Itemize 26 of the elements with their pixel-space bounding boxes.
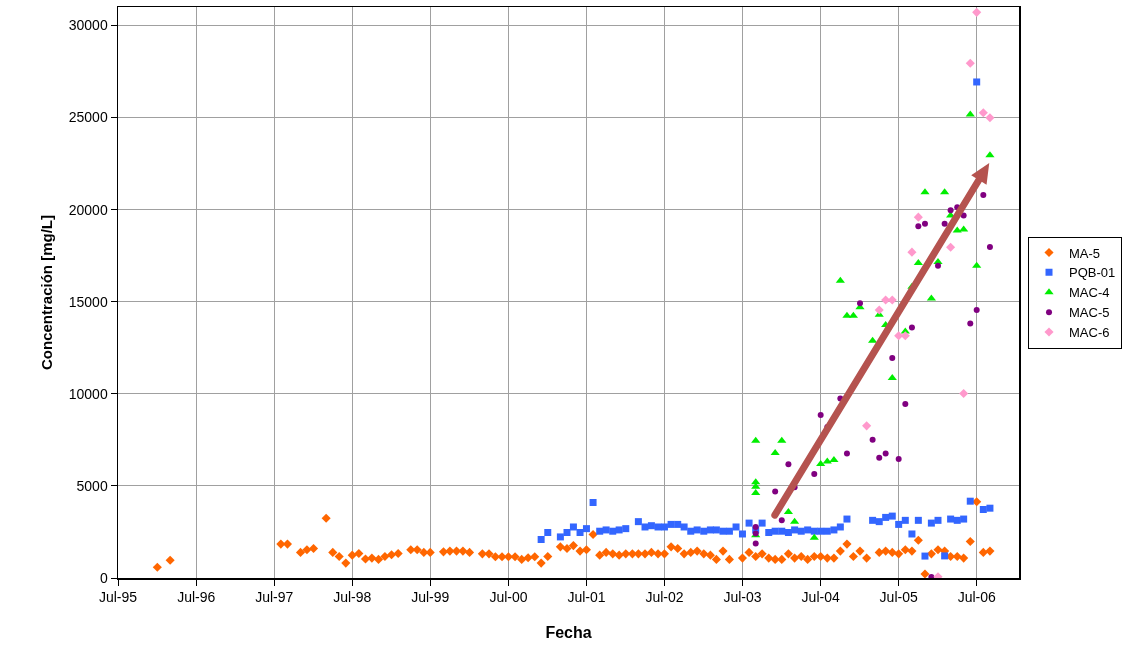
x-tick-label: Jul-03 — [723, 589, 762, 606]
x-tick-label: Jul-06 — [957, 589, 996, 606]
x-tick-label: Jul-00 — [489, 589, 528, 606]
legend-label: MAC-5 — [1069, 305, 1110, 321]
y-tick-label: 0 — [99, 569, 108, 586]
x-tick-label: Jul-97 — [255, 589, 294, 606]
x-tick-label: Jul-99 — [411, 589, 450, 606]
y-tick-label: 10000 — [68, 385, 108, 402]
y-axis-title: Concentración [mg/L] — [38, 214, 56, 371]
y-tick-label: 30000 — [68, 17, 108, 34]
y-tick-label: 15000 — [68, 293, 108, 310]
legend-label: PQB-01 — [1069, 265, 1116, 281]
x-tick-label: Jul-02 — [645, 589, 684, 606]
y-tick-label: 25000 — [68, 109, 108, 126]
y-tick-label: 5000 — [76, 477, 108, 494]
x-axis-title: Fecha — [545, 623, 592, 641]
x-tick-label: Jul-98 — [333, 589, 372, 606]
x-tick-label: Jul-04 — [801, 589, 840, 606]
x-tick-label: Jul-05 — [879, 589, 918, 606]
x-tick-label: Jul-01 — [567, 589, 606, 606]
legend-label: MAC-6 — [1069, 325, 1110, 341]
legend-label: MAC-4 — [1069, 285, 1110, 301]
x-tick-label: Jul-96 — [177, 589, 216, 606]
legend-label: MA-5 — [1069, 245, 1101, 261]
y-tick-label: 20000 — [68, 201, 108, 218]
x-tick-label: Jul-95 — [98, 589, 138, 606]
